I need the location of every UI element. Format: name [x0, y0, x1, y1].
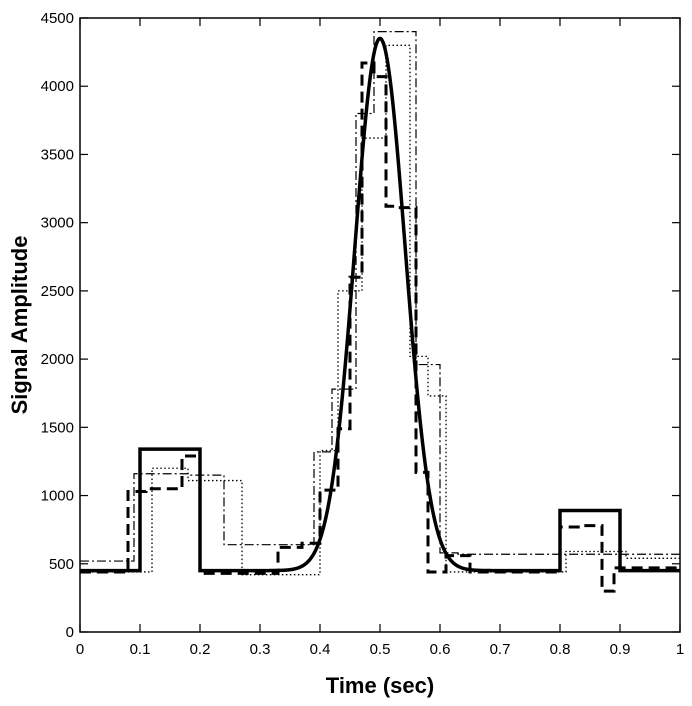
- x-tick-label: 0.9: [610, 641, 631, 658]
- plot-frame: [79, 17, 681, 633]
- y-tick-label: 0: [66, 624, 74, 641]
- axis-ticks: [79, 17, 681, 633]
- x-tick-label: 0: [76, 641, 84, 658]
- y-tick-label: 1000: [41, 488, 74, 505]
- y-tick-label: 3500: [41, 146, 74, 163]
- x-tick-label: 0.4: [310, 641, 331, 658]
- y-axis-title: Signal Amplitude: [7, 236, 32, 415]
- y-tick-label: 2000: [41, 351, 74, 368]
- y-tick-labels: 0 500 1000 1500 2000 2500 3000 3500 4000 4500: [41, 10, 74, 641]
- series-line-dotted-thin: [80, 44, 680, 576]
- x-tick-label: 0.5: [370, 641, 391, 658]
- y-tick-label: 4000: [41, 78, 74, 95]
- series-line-dashdot-thin: [80, 31, 680, 562]
- y-tick-label: 3000: [41, 215, 74, 232]
- y-tick-label: 500: [49, 556, 74, 573]
- x-axis-title: Time (sec): [326, 673, 434, 698]
- x-tick-label: 0.6: [430, 641, 451, 658]
- y-tick-label: 1500: [41, 419, 74, 436]
- series-layer: [80, 31, 680, 593]
- y-tick-label: 2500: [41, 283, 74, 300]
- x-tick-label: 0.1: [130, 641, 151, 658]
- x-tick-label: 0.3: [250, 641, 271, 658]
- x-tick-labels: 0 0.1 0.2 0.3 0.4 0.5 0.6 0.7 0.8 0.9 1: [76, 641, 684, 658]
- y-tick-label: 4500: [41, 10, 74, 27]
- x-tick-label: 0.8: [550, 641, 571, 658]
- x-tick-label: 1: [676, 641, 684, 658]
- series-line-solid-thick: [80, 36, 680, 573]
- x-tick-label: 0.7: [490, 641, 511, 658]
- x-tick-label: 0.2: [190, 641, 211, 658]
